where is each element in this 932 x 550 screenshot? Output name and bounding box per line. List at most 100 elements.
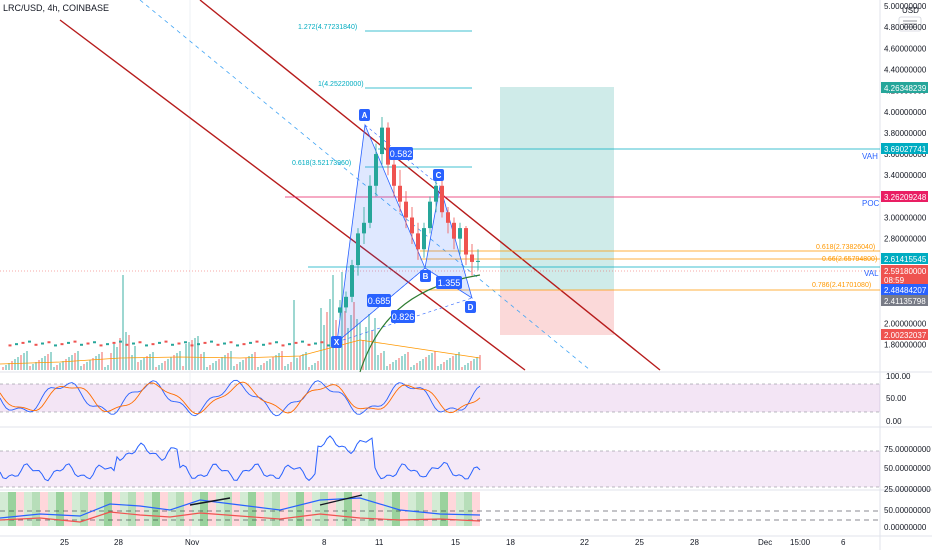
- price-tags: 4.26348239 3.69027741 3.26209248 2.61415545…: [881, 82, 928, 340]
- candle: [119, 340, 122, 343]
- point-d-marker: D: [465, 301, 476, 313]
- candle: [242, 343, 246, 346]
- candle: [15, 343, 18, 346]
- volume-bar: [362, 340, 364, 370]
- candle: [138, 341, 142, 344]
- volume-bar: [23, 353, 25, 370]
- volume-bar: [245, 358, 247, 370]
- volume-bar: [470, 361, 472, 370]
- volume-bar: [86, 362, 88, 370]
- candle: [320, 341, 324, 344]
- svg-text:1.355: 1.355: [438, 278, 461, 288]
- volume-bar: [128, 335, 130, 370]
- long-position-loss-zone[interactable]: [500, 290, 614, 335]
- volume-bar: [98, 354, 100, 370]
- candle: [47, 341, 51, 344]
- svg-text:2.48484207: 2.48484207: [884, 286, 927, 295]
- candle: [8, 344, 12, 347]
- volume-bar: [254, 352, 256, 370]
- volume-bar: [452, 356, 454, 370]
- volume-bar: [446, 360, 448, 370]
- candle: [350, 259, 354, 303]
- volume-bar: [11, 361, 13, 370]
- ratio-label: 1.355: [436, 276, 462, 289]
- volume-bar: [200, 354, 202, 370]
- osc-bg-block: [16, 492, 24, 526]
- volume-bar: [266, 361, 268, 370]
- price-tag: 2.00232037: [881, 329, 928, 340]
- candle: [288, 343, 291, 346]
- volume-bar: [143, 358, 145, 370]
- svg-text:A: A: [362, 111, 368, 120]
- volume-bar: [149, 354, 151, 370]
- volume-bar: [281, 351, 283, 370]
- osc-bg-block: [88, 492, 96, 526]
- svg-text:2.41135798: 2.41135798: [884, 297, 926, 306]
- volume-bar: [188, 342, 190, 370]
- osc-bg-block: [448, 492, 456, 526]
- volume-bar: [353, 302, 355, 370]
- candle: [434, 175, 438, 213]
- volume-bar: [332, 275, 334, 370]
- volume-bar: [56, 365, 58, 370]
- price-tag: 3.26209248: [881, 191, 928, 202]
- currency-label: USD: [902, 6, 919, 15]
- time-axis[interactable]: 25 28 Nov 8 11 15 18 22 25 28 Dec 15:00 …: [60, 538, 846, 547]
- channel-mid-dashed-line[interactable]: [139, 0, 591, 371]
- channel-upper-line[interactable]: [199, 0, 661, 371]
- volume-bar: [473, 359, 475, 370]
- osc-bg-block: [72, 492, 80, 526]
- osc-bg-block: [64, 492, 72, 526]
- volume-bar: [284, 366, 286, 370]
- price-tag: 2.41135798: [881, 295, 928, 306]
- candle: [203, 341, 207, 344]
- svg-text:25: 25: [60, 538, 69, 547]
- osc-bg-block: [440, 492, 448, 526]
- volume-bar: [233, 366, 235, 370]
- volume-bar: [152, 352, 154, 370]
- channel-lower-line[interactable]: [59, 19, 526, 371]
- price-tick-label: 3.60000000: [884, 150, 927, 159]
- volume-bar: [20, 355, 22, 370]
- volume-bar: [140, 360, 142, 370]
- svg-text:2.61415545: 2.61415545: [884, 255, 927, 264]
- stochastic-pane[interactable]: [0, 379, 880, 417]
- volume-bar: [437, 366, 439, 370]
- volume-bar: [260, 365, 262, 370]
- price-tag: 4.26348239: [881, 82, 928, 93]
- svg-text:3.69027741: 3.69027741: [884, 145, 927, 154]
- volume-bar: [194, 338, 196, 370]
- harmonic-pattern[interactable]: [336, 123, 473, 343]
- symbol-title[interactable]: LRC/USD, 4h, COINBASE: [3, 3, 109, 13]
- svg-text:15: 15: [451, 538, 460, 547]
- volume-bar: [269, 359, 271, 370]
- osc-bg-block: [408, 492, 416, 526]
- volume-bar: [479, 355, 481, 370]
- osc-bg-block: [304, 492, 312, 526]
- volume-bar: [359, 323, 361, 370]
- volume-bar: [377, 355, 379, 370]
- osc-bg-block: [192, 492, 200, 526]
- volume-bar: [158, 365, 160, 370]
- osc-bg-block: [464, 492, 472, 526]
- volume-bar: [257, 367, 259, 370]
- volume-bar: [119, 338, 121, 370]
- long-position-profit-zone[interactable]: [500, 87, 614, 290]
- volume-bar: [368, 314, 370, 370]
- volume-bar: [449, 358, 451, 370]
- candle: [93, 341, 96, 344]
- svg-text:2.59180000: 2.59180000: [884, 267, 927, 276]
- candle: [368, 175, 372, 229]
- oscillator-pane[interactable]: [0, 492, 880, 526]
- svg-text:11: 11: [375, 538, 384, 547]
- candle: [398, 169, 402, 213]
- settings-icon[interactable]: [898, 16, 922, 32]
- candle: [314, 342, 317, 345]
- candle: [145, 344, 148, 347]
- price-tag: 2.59180000: [881, 265, 928, 276]
- candle: [464, 225, 468, 266]
- rsi-pane[interactable]: [0, 435, 880, 488]
- candle: [54, 344, 57, 347]
